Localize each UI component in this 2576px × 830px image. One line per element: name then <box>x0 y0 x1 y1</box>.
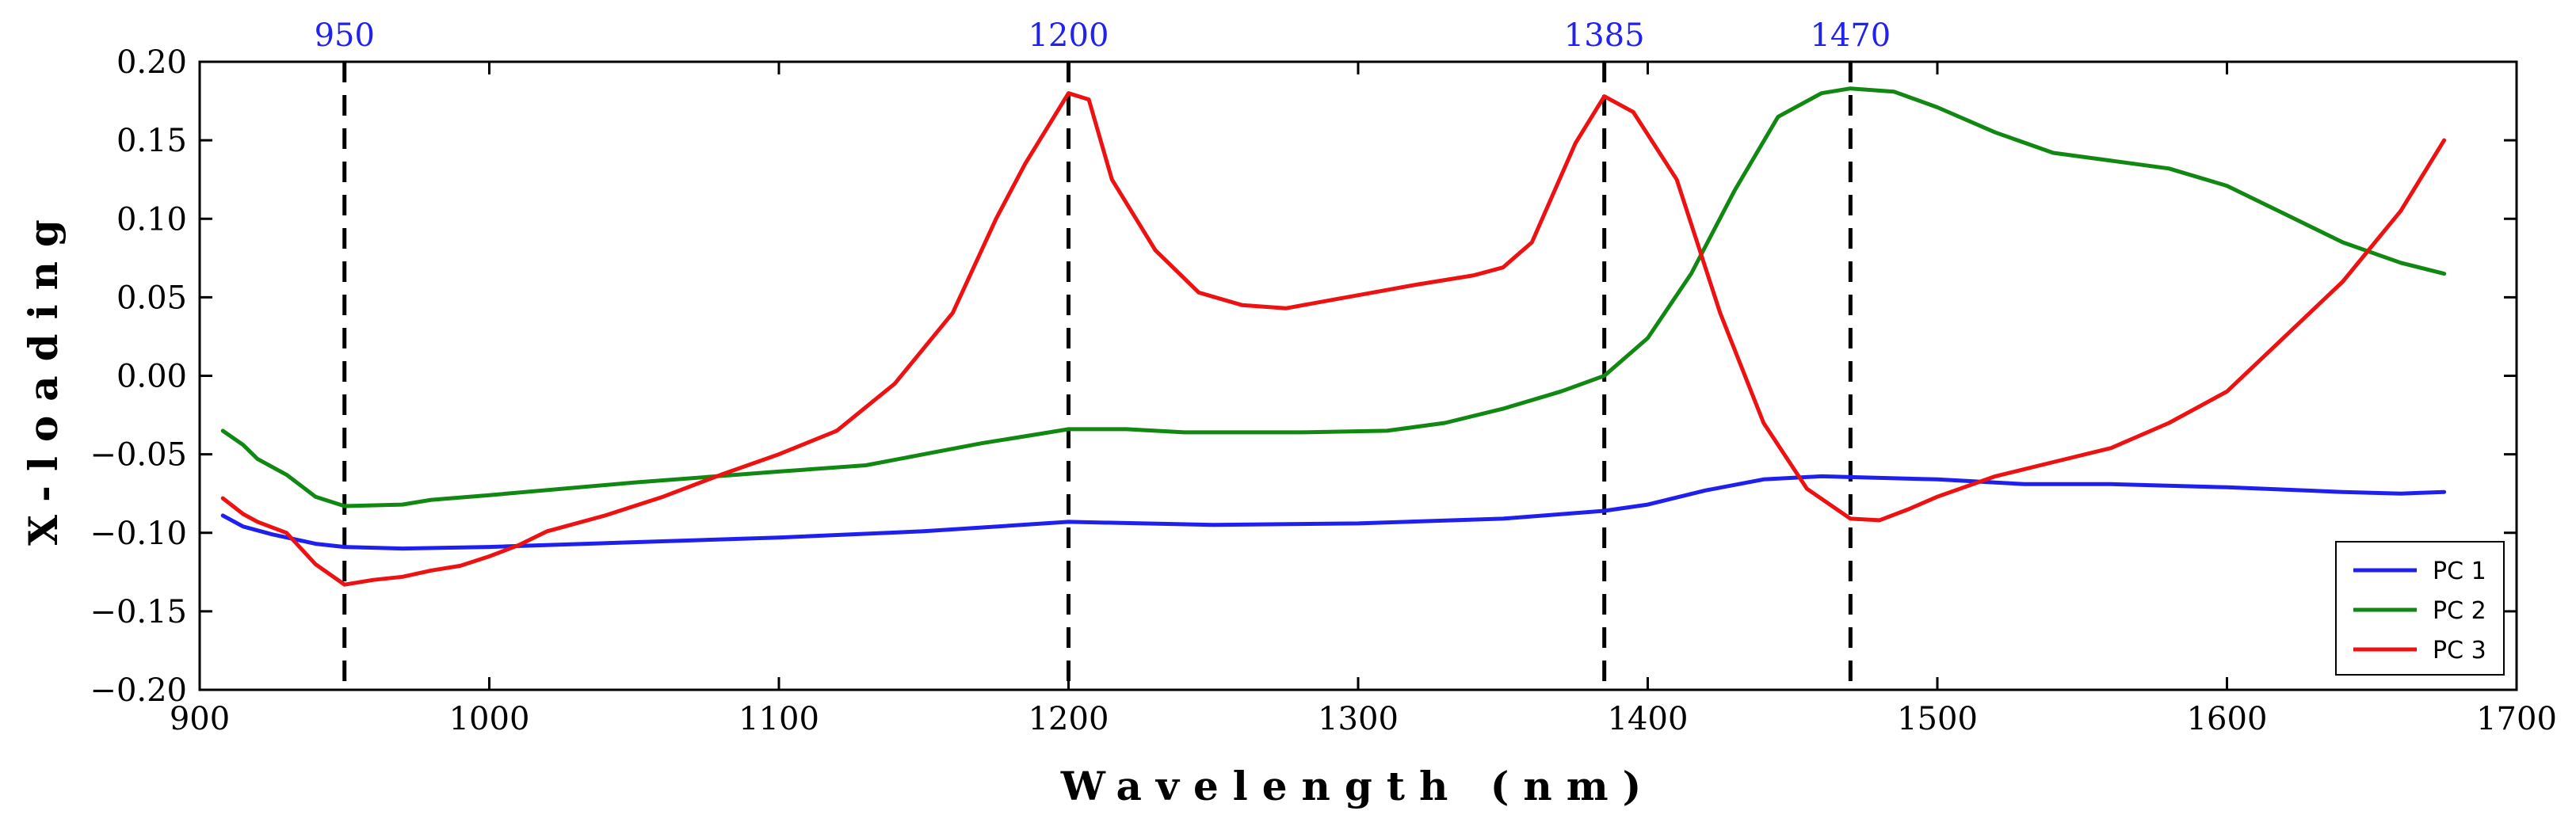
y-tick-label: 0.05 <box>116 280 187 316</box>
y-tick-label: 0.10 <box>116 201 187 238</box>
series-line-pc-1 <box>220 474 2447 551</box>
x-axis-ticks: 900 1000 1100 1200 1300 1400 1500 1600 1700 <box>170 62 2557 737</box>
y-tick-label: −0.15 <box>90 594 187 630</box>
reference-line-labels: 950 1200 1385 1470 <box>315 17 1891 54</box>
y-tick-label: −0.10 <box>90 516 187 552</box>
y-tick-label: −0.20 <box>90 672 187 709</box>
y-tick-label: 0.00 <box>116 359 187 395</box>
legend: PC 1 PC 2 PC 3 <box>2335 541 2505 676</box>
x-tick-label: 1500 <box>1897 701 1978 737</box>
x-tick-label: 1700 <box>2476 701 2557 737</box>
y-tick-label: 0.15 <box>116 123 187 159</box>
series-lines <box>220 86 2447 587</box>
reference-lines <box>342 62 1853 690</box>
reference-line-label-1200: 1200 <box>1028 17 1109 54</box>
legend-label: PC 3 <box>2433 637 2486 664</box>
y-axis-ticks: −0.20 −0.15 −0.10 −0.05 0.00 0.05 0.10 0.15 0.20 <box>90 44 2517 709</box>
reference-line-label-1385: 1385 <box>1564 17 1645 54</box>
x-tick-label: 1000 <box>449 701 530 737</box>
y-tick-label: 0.20 <box>116 44 187 81</box>
plot-frame <box>198 60 2518 691</box>
y-tick-label: −0.05 <box>90 437 187 474</box>
series-line-pc-3 <box>220 91 2447 587</box>
reference-line-label-1470: 1470 <box>1810 17 1891 54</box>
x-axis-title: Wavelength (nm) <box>1060 763 1656 809</box>
y-axis-title: X-loading <box>20 205 67 546</box>
legend-label: PC 2 <box>2433 597 2486 625</box>
x-tick-label: 1300 <box>1318 701 1399 737</box>
x-tick-label: 1200 <box>1028 701 1109 737</box>
legend-label: PC 1 <box>2433 558 2486 585</box>
x-tick-label: 1600 <box>2187 701 2268 737</box>
x-tick-label: 1100 <box>738 701 819 737</box>
series-line-pc-2 <box>220 86 2447 508</box>
x-tick-label: 900 <box>170 701 230 737</box>
reference-line-label-950: 950 <box>315 17 375 54</box>
x-tick-label: 1400 <box>1608 701 1689 737</box>
